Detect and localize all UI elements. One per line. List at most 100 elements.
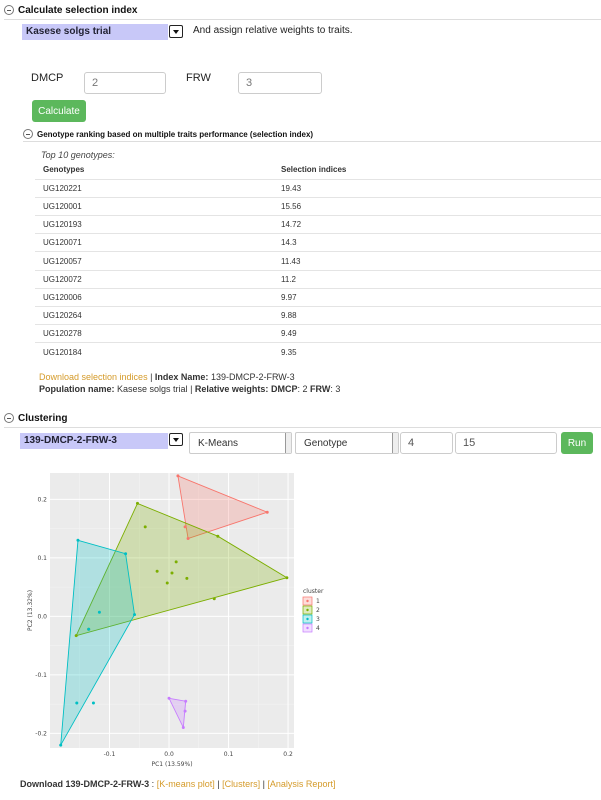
population-select[interactable]: Kasese solgs trial [22, 24, 168, 40]
table-row: UG120184 9.35 [35, 342, 601, 362]
genotype-cell: UG120184 [35, 342, 273, 362]
section-title: Calculate selection index [18, 4, 138, 16]
clusters-link[interactable]: [Clusters] [222, 779, 261, 789]
cluster-2-point [174, 560, 178, 564]
weights-dmcp-value: : 2 [297, 384, 308, 394]
dmcp-weight-input[interactable]: 2 [84, 72, 166, 94]
y-tick-label: -0.1 [35, 672, 47, 679]
table-row: UG120001 15.56 [35, 196, 601, 216]
chevron-down-icon[interactable] [169, 25, 183, 38]
section-clustering-header[interactable]: Clustering [4, 410, 67, 426]
data-type-value: Genotype [304, 438, 348, 449]
x-tick-label: 0.1 [224, 751, 234, 758]
section-calculate-header[interactable]: Calculate selection index [4, 2, 138, 18]
dataset-select-value: 139-DMCP-2-FRW-3 [24, 435, 117, 446]
cluster-download-line: Download 139-DMCP-2-FRW-3 : [K-means plo… [20, 779, 335, 789]
cluster-2-point [143, 525, 147, 529]
y-tick-label: 0.0 [37, 613, 47, 620]
kmeans-plot: -0.1 0.0 0.1 0.2 -0.2 -0.1 0.0 0.1 0.2 PC1 (13.5… [27, 473, 324, 768]
legend-title: cluster [303, 588, 324, 595]
legend-key-point [306, 617, 309, 621]
column-header: Genotypes [43, 165, 85, 175]
cluster-points [59, 474, 289, 747]
selection-index-cell: 19.43 [273, 178, 601, 198]
download-prefix: Download 139-DMCP-2-FRW-3 [20, 779, 150, 789]
cluster-3-point [91, 701, 95, 705]
table-row: UG120071 14.3 [35, 233, 601, 252]
section-ranking-header[interactable]: Genotype ranking based on multiple trait… [23, 126, 313, 142]
cluster-2-point [212, 597, 216, 601]
cluster-3-point [75, 701, 79, 705]
cluster-2-point [155, 569, 159, 573]
cluster-method-value: K-Means [198, 438, 239, 449]
cluster-4-hull [168, 697, 187, 730]
cluster-2-point [216, 534, 220, 538]
table-row: UG120193 14.72 [35, 215, 601, 234]
collapse-icon[interactable] [23, 129, 33, 139]
k-number-input[interactable]: 4 [400, 432, 453, 454]
run-button[interactable]: Run [561, 432, 593, 454]
cluster-3-point [59, 743, 63, 747]
separator: : [149, 779, 157, 789]
cluster-method-select[interactable]: K-Means [189, 432, 292, 454]
index-name-label: Index Name: [154, 372, 209, 382]
analysis-report-link[interactable]: [Analysis Report] [267, 779, 336, 789]
genotype-ranking-table: Genotypes Selection indices UG120221 19.4… [35, 161, 601, 362]
cluster-4-point [183, 709, 187, 713]
selection-index-cell: 15.56 [273, 196, 601, 216]
download-selection-indices-link[interactable]: Download selection indices [39, 372, 148, 382]
chevron-down-icon[interactable] [169, 433, 183, 446]
population-value: Kasese solgs trial [114, 384, 188, 394]
genotype-cell: UG120057 [35, 251, 273, 271]
cluster-3-point [87, 627, 91, 631]
separator: | [187, 384, 195, 394]
genotype-cell: UG120278 [35, 324, 273, 343]
download-line: Download selection indices | Index Name:… [39, 372, 295, 382]
cluster-4-point [167, 696, 171, 700]
divider [4, 19, 601, 20]
cluster-hulls [60, 475, 288, 746]
population-select-value: Kasese solgs trial [26, 26, 112, 37]
collapse-icon[interactable] [4, 413, 14, 423]
cluster-1-point [265, 510, 269, 514]
genotype-cell: UG120193 [35, 215, 273, 234]
legend-entry: 3 [316, 616, 320, 623]
selection-index-cell: 9.35 [273, 342, 601, 362]
cluster-2-point [74, 634, 78, 638]
legend-key-point [306, 599, 309, 603]
selection-index-cell: 9.97 [273, 287, 601, 307]
section-title: Clustering [18, 412, 68, 424]
cluster-2-point [285, 576, 289, 580]
genotype-cell: UG120264 [35, 305, 273, 325]
y-axis-label: PC2 (13.32%) [27, 590, 34, 631]
axes: -0.1 0.0 0.1 0.2 -0.2 -0.1 0.0 0.1 0.2 [35, 496, 293, 758]
population-label: Population name: [39, 384, 115, 394]
cluster-4-point [184, 699, 188, 703]
data-type-select[interactable]: Genotype [295, 432, 399, 454]
collapse-icon[interactable] [4, 5, 14, 15]
kmeans-plot-link[interactable]: [K-means plot] [156, 779, 215, 789]
weights-dmcp-label: DMCP [270, 384, 298, 394]
selection-proportion-input[interactable]: 15 [455, 432, 557, 454]
column-header: Selection indices [281, 165, 347, 175]
y-tick-label: -0.2 [35, 730, 47, 737]
legend-entry: 1 [316, 598, 320, 605]
legend-entry: 4 [316, 625, 320, 632]
x-axis-label: PC1 (13.59%) [151, 761, 192, 768]
y-tick-label: 0.2 [37, 496, 47, 503]
spinner-icon [392, 433, 398, 453]
genotype-cell: UG120221 [35, 178, 273, 198]
dataset-select[interactable]: 139-DMCP-2-FRW-3 [20, 433, 168, 449]
separator: | [147, 372, 155, 382]
selection-index-cell: 11.2 [273, 269, 601, 289]
y-tick-label: 0.1 [37, 555, 47, 562]
table-row: UG120264 9.88 [35, 305, 601, 325]
plot-panel [50, 473, 294, 748]
calculate-button[interactable]: Calculate [32, 100, 86, 122]
table-header-row: Genotypes Selection indices [35, 161, 601, 179]
frw-weight-input[interactable]: 3 [238, 72, 322, 94]
table-row: UG120006 9.97 [35, 287, 601, 307]
assign-text: And assign relative weights to traits. [193, 25, 353, 36]
legend-entry: 2 [316, 607, 320, 614]
spinner-icon [285, 433, 291, 453]
